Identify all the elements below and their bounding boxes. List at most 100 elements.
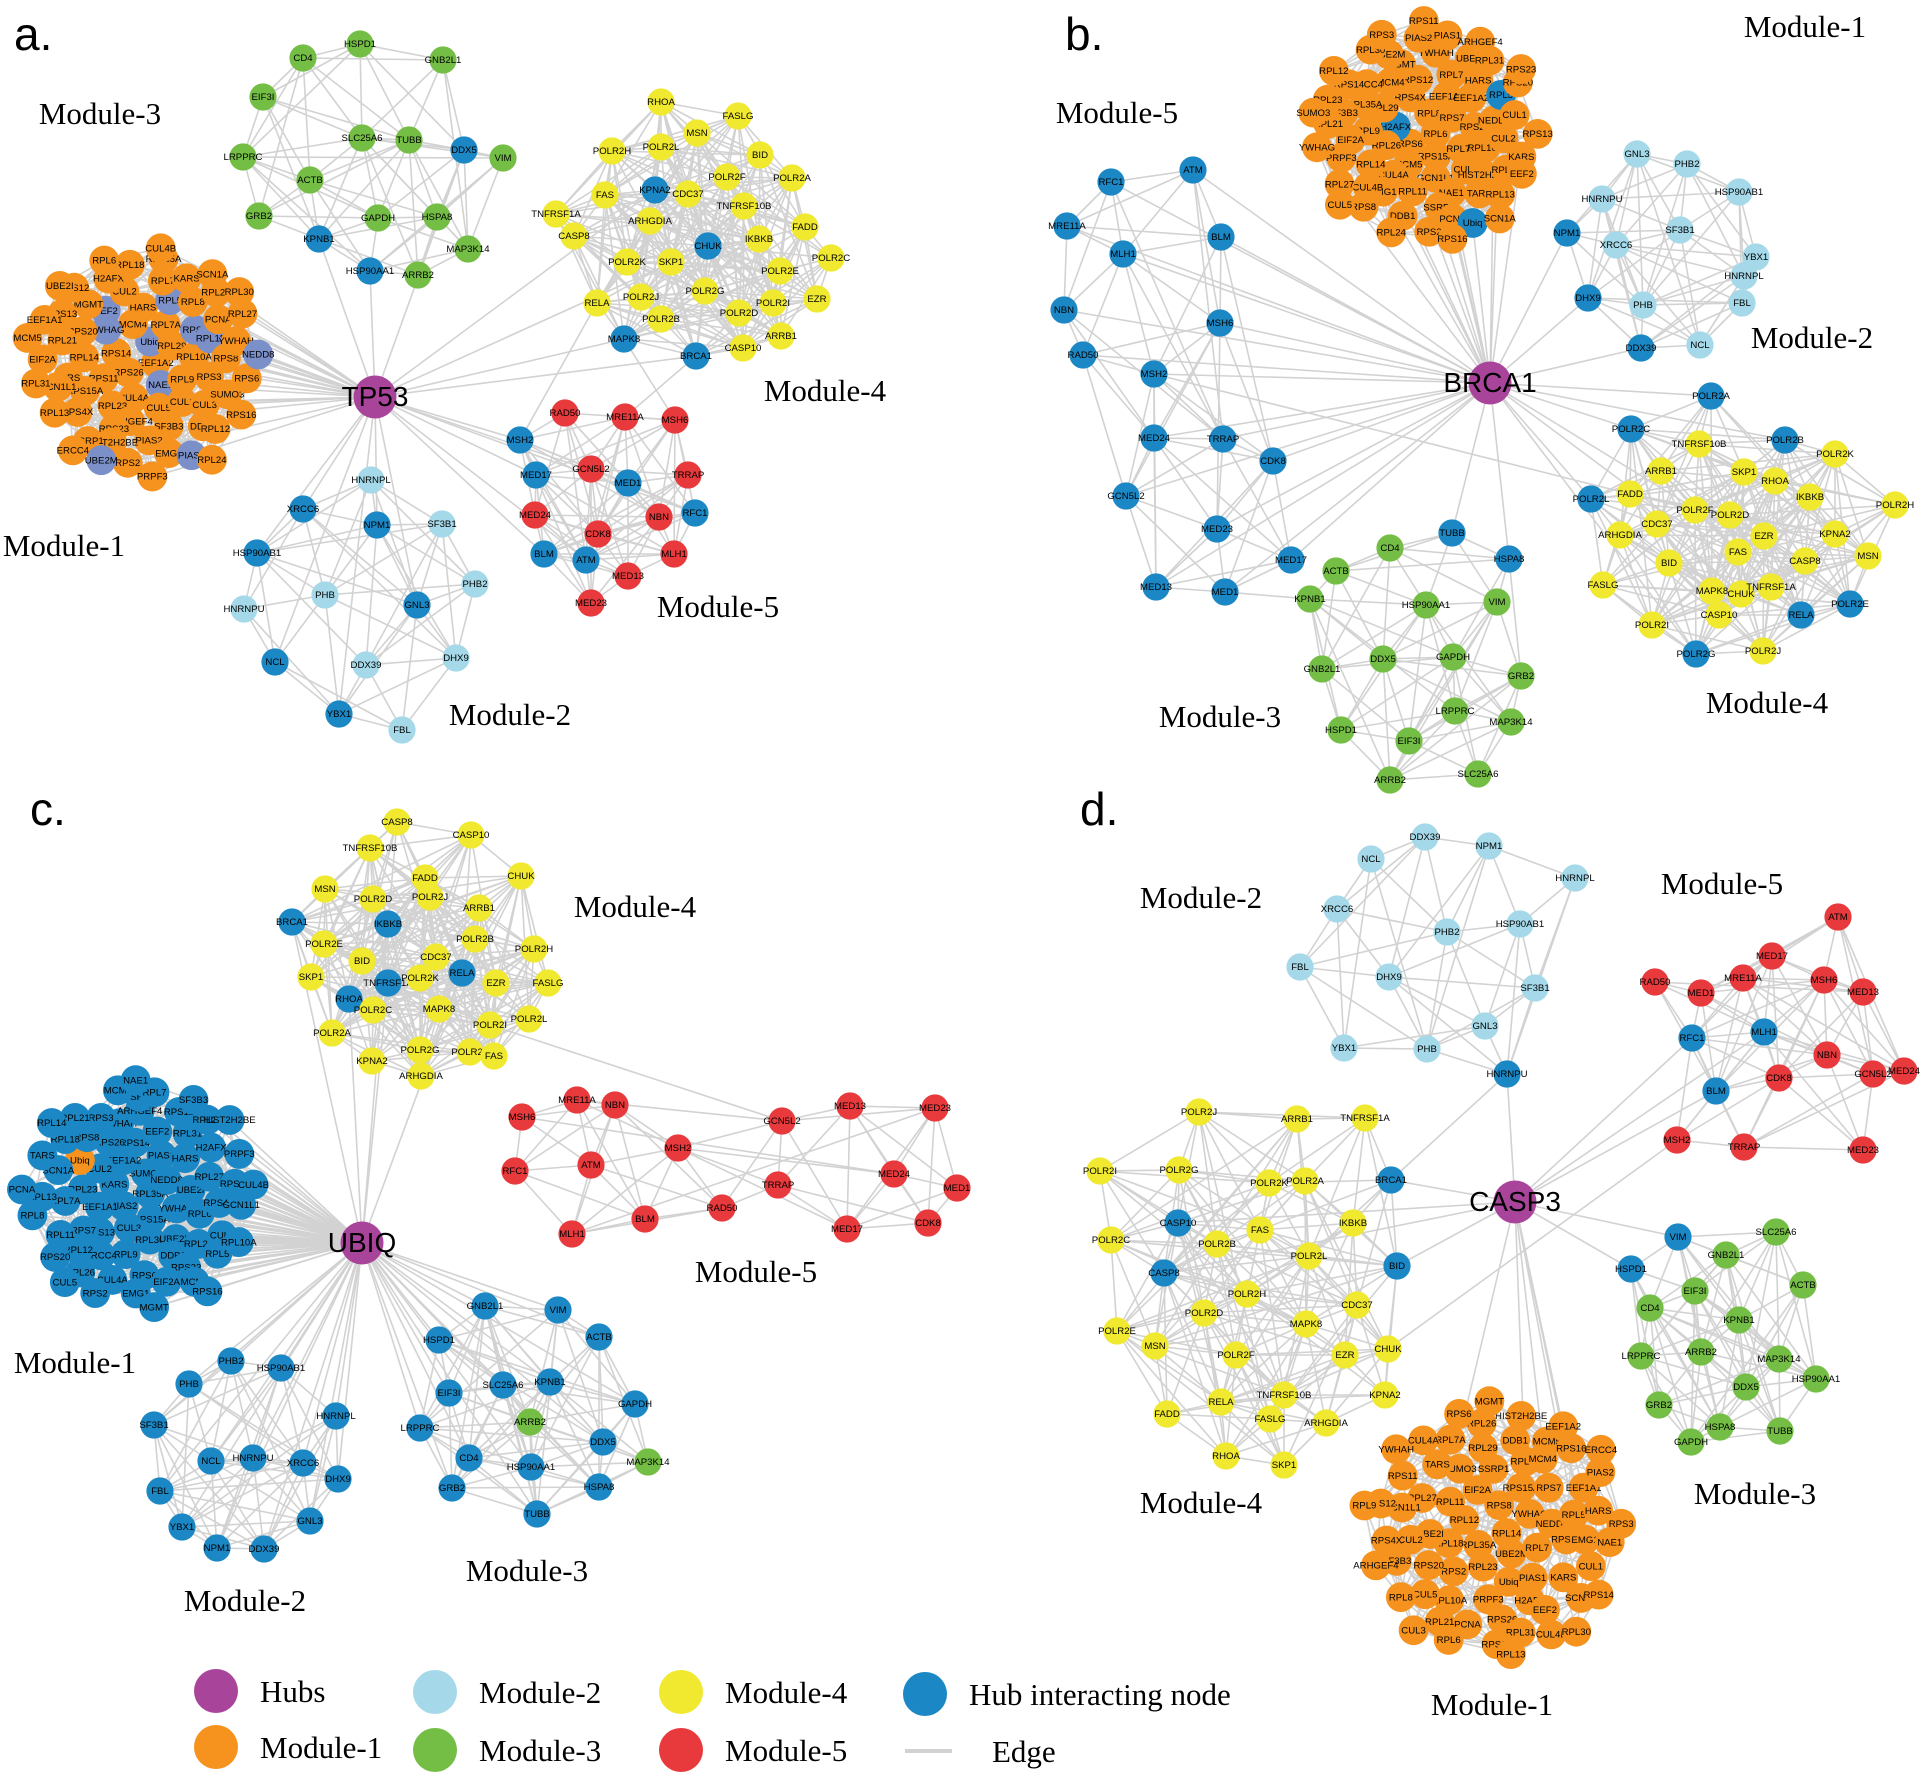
edge (1762, 533, 1836, 652)
edge (626, 238, 760, 263)
edge (1125, 322, 1221, 497)
edge (1508, 558, 1522, 677)
edge (1125, 373, 1155, 497)
edge (370, 479, 443, 525)
edge (1587, 198, 1603, 299)
edge (704, 226, 806, 292)
edge (660, 245, 709, 320)
edge (1762, 560, 1806, 652)
edge (1454, 601, 1498, 712)
edge (1153, 236, 1222, 375)
edge (1651, 551, 1739, 626)
edge (590, 468, 689, 476)
edge (1335, 570, 1384, 660)
edge (1698, 443, 1836, 455)
edge (262, 43, 361, 98)
edge (1192, 169, 1221, 324)
edge (1340, 658, 1384, 731)
edge (1695, 614, 1802, 655)
edge (626, 146, 662, 263)
edge (256, 552, 276, 663)
edge (258, 215, 379, 219)
edge (1679, 229, 1701, 346)
edge (1224, 591, 1311, 600)
edge (555, 150, 613, 215)
edge (1063, 309, 1491, 384)
edge (611, 115, 739, 152)
edge (534, 412, 566, 516)
edge (1220, 236, 1274, 462)
edge (324, 594, 457, 659)
edge (1153, 437, 1157, 588)
edge (623, 270, 781, 340)
edge (1066, 225, 1222, 238)
edge (256, 524, 378, 554)
edge (1601, 191, 1740, 200)
edge (590, 419, 676, 470)
edge (463, 149, 469, 250)
edge (654, 154, 761, 191)
edge (374, 189, 656, 398)
edge (1729, 514, 1836, 535)
edge (707, 245, 744, 349)
edge (365, 583, 476, 666)
edge (670, 261, 781, 272)
edge (1602, 509, 1696, 586)
edge (696, 132, 793, 179)
edge (243, 608, 340, 715)
edge (535, 474, 599, 535)
edge (707, 245, 774, 304)
edge (374, 396, 537, 476)
edge (649, 220, 760, 240)
edge (640, 193, 689, 298)
edge (262, 96, 311, 181)
edge (324, 524, 378, 596)
edge (242, 43, 361, 158)
edge (543, 482, 629, 555)
edge (1122, 253, 1155, 375)
edge (1451, 532, 1498, 603)
edge (1615, 153, 1638, 246)
edge (242, 57, 304, 158)
edge (1737, 533, 1836, 553)
edge (1642, 229, 1681, 306)
edge (1489, 382, 1697, 655)
edge (374, 396, 587, 561)
edge (660, 318, 782, 337)
edge (1082, 354, 1127, 497)
edge (1489, 382, 1592, 500)
edge (1489, 382, 1786, 441)
edge (1489, 347, 1642, 384)
edge (738, 257, 832, 314)
edge (624, 355, 697, 418)
edge (1153, 373, 1631, 495)
edge (1770, 555, 1869, 588)
edge (670, 261, 744, 349)
edge (649, 115, 739, 222)
edge (1629, 471, 1745, 495)
edge (654, 189, 760, 240)
edge (1153, 437, 1218, 530)
edge (1110, 181, 1224, 440)
edge (1408, 721, 1512, 742)
edge (585, 553, 675, 561)
edge (274, 594, 326, 663)
edge (1219, 322, 1491, 384)
edge (401, 604, 418, 731)
edge (1489, 382, 1510, 560)
edge (1729, 514, 1869, 557)
edge (654, 189, 706, 292)
edge (623, 338, 744, 349)
edge (1082, 354, 1491, 384)
edge (1774, 480, 1896, 506)
edge (687, 177, 793, 195)
edge (534, 514, 629, 577)
edge (258, 57, 304, 217)
edge (1686, 163, 1757, 258)
edge (660, 205, 745, 320)
edge (1699, 275, 1745, 346)
edge (309, 179, 371, 272)
edge (1063, 225, 1068, 311)
edge (535, 416, 626, 476)
edge (573, 235, 744, 349)
